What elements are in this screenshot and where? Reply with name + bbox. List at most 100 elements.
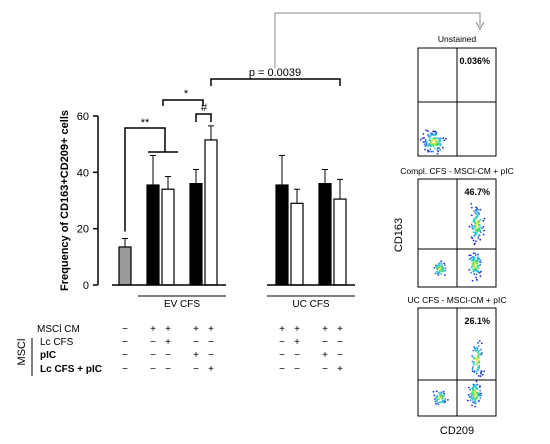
flow-1-neg-dot-44 (433, 266, 436, 269)
flow-2-dbl-dot-69 (471, 354, 473, 357)
flow-1-dbl-dot-106 (474, 228, 477, 231)
flow-1-neg-dot-23 (444, 269, 447, 272)
flow-0-neg-dot-95 (427, 135, 430, 138)
flow-2-dbl-dot-58 (474, 349, 477, 351)
flow-1-dbl-dot-105 (476, 215, 479, 218)
flow-1-dbl-dot-100 (475, 223, 478, 226)
flow-2-neg-dot-25 (438, 391, 440, 394)
flow-1-low-dot-26 (471, 256, 474, 258)
sig-label-2: # (201, 102, 208, 114)
flow-2-neg-dot-48 (432, 390, 435, 393)
bar-6 (290, 202, 304, 286)
flow-2-neg-dot-13 (435, 390, 438, 393)
flow-0-neg-dot-58 (422, 133, 425, 135)
bar-2 (161, 188, 175, 286)
flow-panel-title-0: Unstained (438, 34, 477, 44)
flow-0-neg-dot-70 (434, 143, 437, 145)
flow-1-low-dot-25 (477, 253, 479, 256)
flow-1-low-dot-81 (473, 269, 476, 272)
flow-1-low-dot-79 (468, 268, 471, 271)
flow-0-neg-dot-62 (430, 140, 433, 143)
flow-2-dbl-dot-15 (475, 370, 478, 373)
flow-0-neg-dot-87 (419, 138, 422, 141)
flow-1-dbl-dot-6 (474, 212, 477, 215)
flow-1-neg-dot-38 (438, 262, 440, 265)
flow-1-low-dot-65 (475, 259, 478, 262)
flow-0-neg-dot-104 (425, 144, 428, 147)
flow-2-dbl-dot-53 (471, 366, 474, 368)
flow-1-low-dot-44 (476, 279, 478, 281)
flow-0-neg-dot-110 (434, 137, 437, 140)
flow-1-dbl-dot-67 (470, 206, 473, 209)
flow-1-dbl-dot-108 (477, 237, 480, 240)
condition-sign-3-4: + (208, 364, 214, 375)
flow-1-low-dot-46 (477, 259, 479, 261)
flow-0-neg-dot-92 (436, 147, 439, 150)
flow-x-axis-label: CD209 (440, 425, 474, 437)
flow-1-dbl-dot-10 (479, 229, 482, 232)
flow-2-dbl-dot-65 (478, 364, 481, 367)
flow-2-dbl-dot-46 (478, 361, 480, 364)
flow-0-neg-dot-109 (438, 139, 441, 142)
flow-2-neg-dot-19 (433, 398, 436, 400)
flow-2-low-dot-26 (479, 385, 481, 387)
condition-sign-0-5: + (279, 324, 285, 335)
bar-3 (189, 183, 203, 286)
flow-1-neg-dot-50 (434, 264, 437, 267)
flow-2-dbl-dot-25 (477, 345, 480, 347)
flow-0-neg-dot-57 (432, 130, 435, 133)
flow-0-neg-dot-103 (427, 144, 430, 147)
condition-sign-2-6: − (294, 350, 300, 361)
flow-1-dbl-dot-47 (475, 213, 478, 216)
flow-1-low-dot-82 (473, 257, 476, 260)
flow-2-dbl-dot-51 (476, 349, 479, 352)
bars-layer (118, 125, 347, 286)
flow-0-neg-dot-113 (430, 150, 433, 153)
flow-0-neg-dot-93 (437, 150, 440, 153)
flow-1-dbl-dot-38 (472, 227, 475, 230)
sig-bracket-2 (195, 113, 212, 122)
flow-2-dbl-dot-12 (478, 350, 480, 353)
flow-1-dbl-dot-54 (471, 225, 474, 227)
condition-sign-2-5: − (279, 350, 285, 361)
flow-1-dbl-dot-101 (472, 217, 475, 220)
flow-1-dbl-dot-95 (474, 231, 477, 234)
flow-2-dbl-dot-52 (473, 371, 476, 374)
flow-1-low-dot-36 (468, 258, 471, 260)
flow-2-neg-dot-59 (436, 401, 439, 404)
flow-0-neg-dot-106 (439, 143, 442, 146)
flow-1-neg-dot-10 (434, 272, 437, 275)
flow-panels: Unstained 0.036% Compl. CFS - MSCl-CM + pI… (274, 12, 514, 437)
flow-1-dbl-dot-80 (482, 219, 485, 222)
flow-0-neg-dot-78 (439, 137, 442, 140)
flow-2-dbl-dot-41 (471, 367, 474, 370)
flow-1-neg-dot-0 (440, 260, 443, 263)
flow-1-dbl-dot-63 (474, 242, 476, 245)
flow-2-low-dot-43 (473, 402, 476, 404)
sig-label-0: ** (141, 117, 150, 129)
flow-2-low-dot-83 (480, 392, 482, 395)
flow-2-neg-dot-3 (433, 394, 436, 397)
flow-0-neg-dot-100 (423, 143, 426, 146)
flow-0-neg-dot-116 (423, 141, 426, 143)
flow-1-neg-dot-29 (442, 270, 445, 273)
flow-1-low-dot-14 (475, 276, 478, 279)
flow-2-neg-dot-30 (447, 398, 449, 401)
flow-1-dbl-dot-94 (470, 202, 473, 205)
flow-1-dbl-dot-15 (483, 229, 485, 232)
flow-2-dbl-dot-35 (471, 360, 474, 363)
flow-0-neg-dot-63 (429, 132, 432, 134)
flow-1-neg-dot-54 (440, 272, 443, 275)
flow-2-low-dot-78 (479, 396, 482, 399)
bar-1 (146, 184, 160, 286)
flow-1-low-dot-51 (478, 264, 480, 267)
flow-y-axis-label: CD163 (393, 218, 405, 252)
flow-1-dbl-dot-83 (477, 227, 480, 229)
flow-1-low-dot-64 (475, 270, 477, 272)
flow-dots-0 (419, 129, 447, 155)
sig-bracket-3 (210, 78, 341, 86)
flow-1-neg-dot-33 (444, 267, 447, 270)
flow-1-low-dot-77 (472, 263, 475, 265)
y-tick-label-3: 60 (77, 111, 89, 123)
condition-row-label-1: Lc CFS (40, 337, 74, 348)
